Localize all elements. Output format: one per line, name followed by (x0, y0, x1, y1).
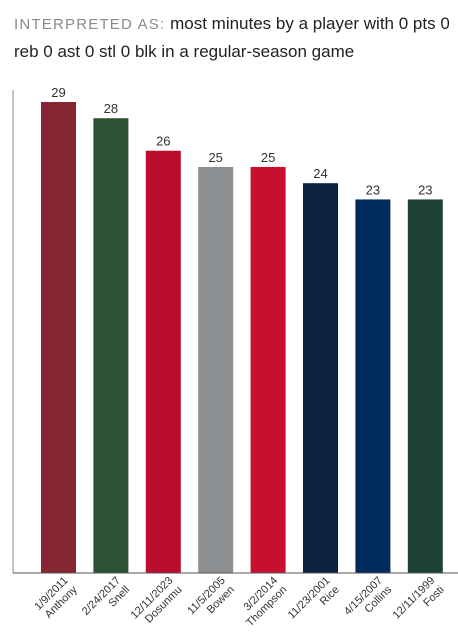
bar-dosunmu (145, 150, 181, 574)
x-tick-label: 11/23/2001Rice (286, 575, 342, 631)
x-tick-label: 12/11/1999Fosti (391, 575, 447, 631)
bar-thompson (250, 166, 286, 573)
bar-bowen (198, 166, 234, 573)
value-label: 24 (313, 166, 327, 181)
value-label: 25 (261, 150, 275, 165)
value-label: 29 (51, 85, 65, 100)
query-header: INTERPRETED AS: most minutes by a player… (14, 10, 454, 65)
bar-fosti (407, 199, 443, 573)
value-label: 23 (418, 182, 432, 197)
x-tick-label: 12/11/2023Dosunmu (129, 575, 185, 631)
query-text: most minutes by a player with 0 pts 0 re… (14, 14, 450, 61)
x-tick-label: 1/9/2011Anthony (32, 574, 80, 622)
bar-snell (93, 118, 129, 573)
x-tick-label: 3/2/2014Thompson (235, 575, 289, 629)
value-label: 28 (104, 101, 118, 116)
interpreted-as-label: INTERPRETED AS: (14, 16, 166, 33)
value-label: 26 (156, 134, 170, 149)
bar-rice (303, 183, 338, 573)
value-label: 25 (208, 150, 222, 165)
x-tick-label: 11/5/2005Bowen (185, 575, 237, 627)
bar-anthony (41, 102, 76, 573)
bar-collins (355, 199, 391, 573)
value-label: 23 (366, 182, 380, 197)
x-tick-label: 4/15/2007Collins (342, 574, 395, 627)
x-tick-label: 2/24/2017Snell (80, 575, 132, 627)
